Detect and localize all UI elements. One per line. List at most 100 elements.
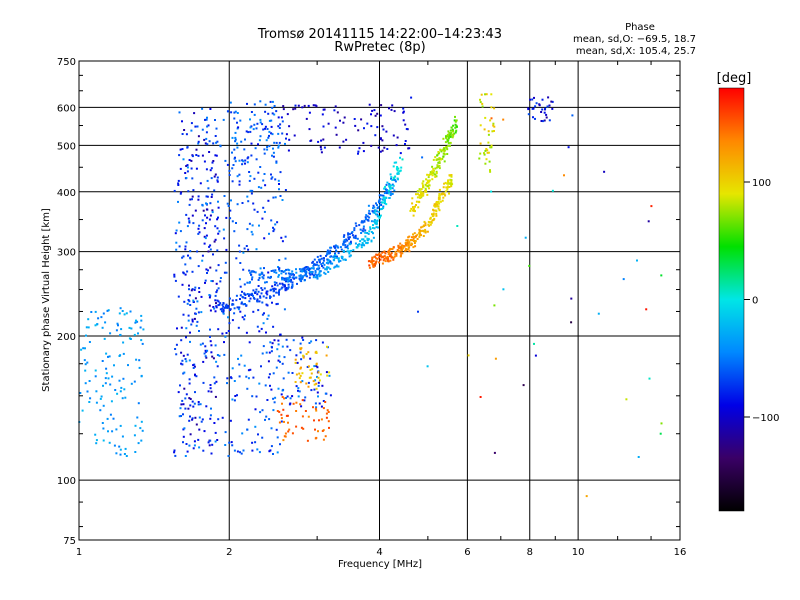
data-point: [179, 384, 181, 387]
data-point: [80, 348, 83, 351]
data-point: [204, 355, 207, 358]
data-point: [439, 148, 442, 151]
data-point: [266, 293, 269, 296]
data-point: [81, 409, 84, 412]
data-point: [411, 197, 414, 200]
data-point: [327, 411, 330, 413]
data-point: [287, 286, 290, 289]
data-point: [322, 259, 325, 262]
data-point: [250, 294, 253, 296]
data-point: [187, 217, 190, 220]
data-point: [205, 234, 208, 237]
data-point: [412, 214, 415, 217]
data-point: [127, 364, 129, 367]
data-point: [213, 189, 216, 192]
data-point: [193, 112, 196, 115]
data-point: [304, 396, 307, 399]
data-point: [180, 326, 183, 329]
data-point: [437, 158, 439, 161]
data-point: [82, 347, 85, 350]
data-point: [394, 180, 397, 183]
data-point: [383, 255, 386, 258]
data-point: [449, 135, 452, 138]
data-point: [341, 256, 344, 258]
data-point: [295, 268, 297, 271]
data-point: [388, 251, 390, 254]
data-point: [179, 407, 182, 410]
data-point: [197, 401, 200, 403]
data-point: [272, 372, 275, 375]
data-point: [271, 346, 273, 349]
data-point: [408, 246, 411, 249]
data-point: [375, 202, 377, 205]
data-point: [318, 259, 321, 262]
data-point: [223, 237, 226, 240]
data-point: [322, 266, 325, 269]
data-point: [314, 263, 317, 266]
data-point: [281, 240, 284, 243]
data-point: [203, 227, 206, 230]
data-point: [281, 120, 284, 123]
data-point: [334, 265, 337, 268]
data-point: [185, 327, 188, 330]
data-point: [285, 277, 288, 280]
data-point: [199, 182, 202, 185]
data-point: [272, 325, 275, 328]
data-point: [427, 176, 430, 179]
data-point: [339, 259, 342, 262]
data-point: [231, 167, 234, 170]
data-point: [182, 354, 185, 357]
data-point: [342, 251, 345, 253]
data-point: [215, 360, 218, 363]
data-point: [262, 179, 265, 182]
data-point: [316, 274, 318, 277]
data-point: [433, 217, 436, 220]
data-point: [389, 255, 391, 258]
data-point: [394, 253, 397, 256]
data-point: [261, 289, 264, 291]
data-point: [442, 196, 445, 199]
data-point: [119, 453, 122, 456]
data-point: [140, 420, 143, 423]
data-point: [325, 416, 328, 419]
data-point: [277, 179, 280, 182]
data-point: [263, 152, 266, 155]
data-point: [206, 349, 209, 352]
data-point: [256, 293, 259, 296]
data-point: [325, 268, 328, 271]
data-point: [347, 247, 349, 250]
data-point: [540, 111, 543, 113]
data-point: [214, 154, 217, 157]
data-point: [344, 246, 347, 249]
data-point: [186, 450, 189, 453]
data-point: [255, 248, 258, 251]
data-point: [233, 148, 236, 151]
y-tick-label: 300: [57, 248, 76, 259]
data-point: [258, 330, 261, 333]
data-point: [129, 310, 132, 313]
data-point: [299, 342, 302, 345]
data-point: [455, 129, 458, 132]
data-point: [317, 371, 320, 374]
data-point: [192, 222, 195, 225]
data-point: [197, 195, 200, 198]
data-point: [216, 218, 219, 221]
data-point: [207, 187, 210, 190]
data-point: [271, 301, 273, 304]
data-point: [298, 277, 301, 280]
data-point: [368, 266, 371, 269]
data-point: [424, 222, 427, 225]
data-point: [343, 241, 346, 244]
data-point: [301, 415, 304, 418]
data-point: [423, 230, 426, 233]
data-point: [380, 208, 383, 210]
data-point: [235, 257, 238, 260]
data-point: [337, 265, 340, 268]
data-point: [236, 175, 239, 178]
stats-heading: Phase: [625, 22, 655, 33]
data-point: [210, 280, 213, 282]
data-point: [316, 277, 319, 280]
data-point: [375, 210, 378, 213]
data-point: [281, 276, 283, 279]
